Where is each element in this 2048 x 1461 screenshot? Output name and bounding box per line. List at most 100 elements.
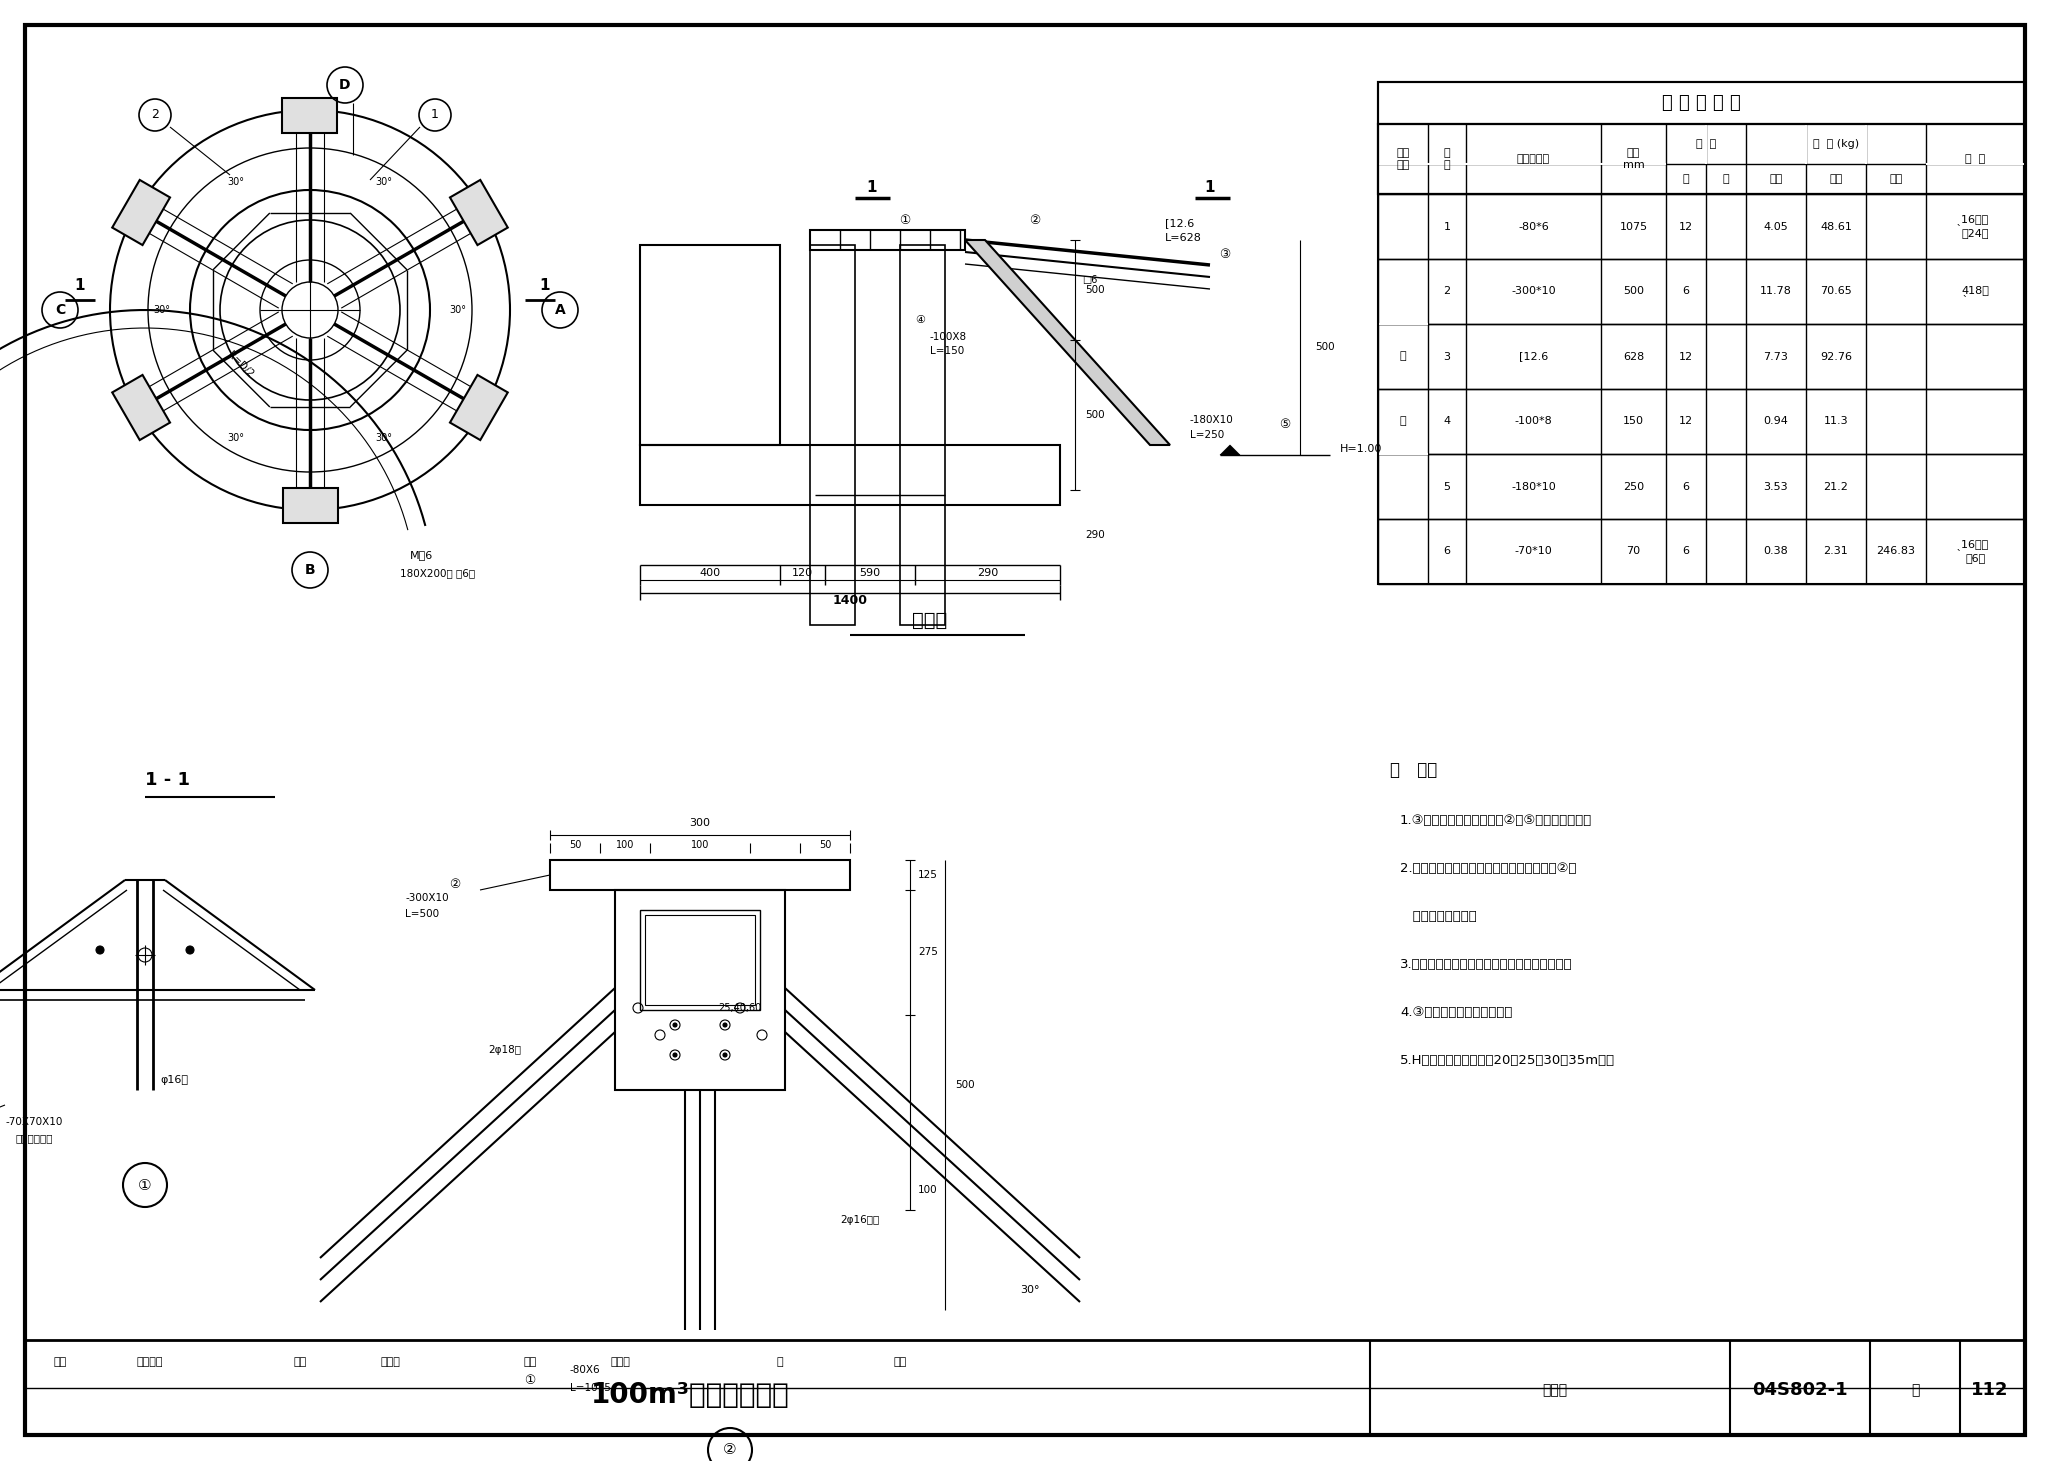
Text: 180X200柱 共6个: 180X200柱 共6个 [399, 568, 475, 579]
Text: 王文清: 王文清 [610, 1357, 631, 1367]
Text: 重  量 (kg): 重 量 (kg) [1812, 139, 1860, 149]
Text: 04S802-1: 04S802-1 [1753, 1381, 1847, 1400]
Text: 反: 反 [1722, 174, 1729, 184]
Polygon shape [113, 180, 170, 245]
Text: 4̖18孔: 4̖18孔 [1962, 286, 1989, 297]
Text: L=250: L=250 [1190, 430, 1225, 440]
Text: 3.水筒座落在支架顶部后，才允许均匀松弄杆。: 3.水筒座落在支架顶部后，才允许均匀松弄杆。 [1401, 957, 1573, 970]
Bar [1378, 124, 2025, 194]
Text: 290: 290 [1085, 530, 1104, 541]
Text: 300: 300 [690, 818, 711, 828]
Text: -300X10: -300X10 [406, 893, 449, 903]
Text: 设计: 设计 [524, 1357, 537, 1367]
Text: 100: 100 [690, 840, 709, 850]
Text: B: B [305, 562, 315, 577]
Text: 150: 150 [1622, 416, 1645, 427]
Text: ④: ④ [915, 316, 926, 324]
Circle shape [674, 1053, 678, 1056]
Text: L=150: L=150 [930, 346, 965, 356]
Text: 4.③之长度中包括一个切角。: 4.③之长度中包括一个切角。 [1401, 1005, 1511, 1018]
Text: 2.31: 2.31 [1823, 546, 1849, 557]
Text: ⑤: ⑤ [1280, 418, 1290, 431]
Text: 250: 250 [1622, 482, 1645, 491]
Text: 21.2: 21.2 [1823, 482, 1849, 491]
Text: C: C [55, 302, 66, 317]
Text: D: D [340, 77, 350, 92]
Text: 50: 50 [819, 840, 831, 850]
Text: 1: 1 [74, 278, 86, 292]
Text: 7.73: 7.73 [1763, 352, 1788, 361]
Text: 6: 6 [1683, 546, 1690, 557]
Text: 1: 1 [541, 278, 551, 292]
Text: 0.94: 0.94 [1763, 416, 1788, 427]
Text: 12: 12 [1679, 352, 1694, 361]
Text: 48.61: 48.61 [1821, 222, 1851, 231]
Text: 125: 125 [918, 869, 938, 880]
Text: 12: 12 [1679, 416, 1694, 427]
Text: 图集号: 图集号 [1542, 1384, 1567, 1397]
Text: 500: 500 [1622, 286, 1645, 297]
Text: 规格或断面: 规格或断面 [1518, 153, 1550, 164]
Bar [551, 861, 850, 890]
Bar [614, 890, 784, 1090]
Text: 1: 1 [1444, 222, 1450, 231]
Text: 30°: 30° [375, 432, 393, 443]
Text: 50: 50 [569, 840, 582, 850]
Circle shape [674, 1023, 678, 1027]
Text: -80*6: -80*6 [1518, 222, 1548, 231]
Text: 400: 400 [700, 568, 721, 579]
Text: L=1075: L=1075 [569, 1384, 610, 1392]
Text: 628: 628 [1622, 352, 1645, 361]
Text: -70*10: -70*10 [1516, 546, 1552, 557]
Text: 6: 6 [1444, 546, 1450, 557]
Text: 30°: 30° [1020, 1286, 1040, 1294]
Text: 100: 100 [918, 1185, 938, 1195]
Text: 4: 4 [1444, 416, 1450, 427]
Text: 11.78: 11.78 [1759, 286, 1792, 297]
Bar [811, 245, 854, 625]
Bar [1378, 389, 2025, 454]
Text: ②: ② [1030, 213, 1040, 226]
Text: 30°: 30° [375, 177, 393, 187]
Text: 阴衡不少: 阴衡不少 [137, 1357, 164, 1367]
Text: 112: 112 [1972, 1381, 2009, 1400]
Text: 120: 120 [793, 568, 813, 579]
Text: 共重: 共重 [1829, 174, 1843, 184]
Bar [1378, 124, 2025, 194]
Text: 25,40,60: 25,40,60 [719, 1004, 762, 1012]
Circle shape [186, 947, 195, 954]
Polygon shape [965, 240, 1169, 446]
Bar [639, 245, 780, 446]
Text: ③: ③ [1219, 248, 1231, 262]
Text: 垫板（中间）: 垫板（中间） [14, 1132, 53, 1143]
Text: 500: 500 [1085, 285, 1104, 295]
Text: 100m³水塔钉支架图: 100m³水塔钉支架图 [590, 1381, 788, 1408]
Text: φ16孔: φ16孔 [160, 1075, 188, 1086]
Text: 92.76: 92.76 [1821, 352, 1851, 361]
Text: ①: ① [899, 213, 911, 226]
Bar [811, 229, 965, 250]
Text: ①: ① [524, 1373, 537, 1386]
Text: □6: □6 [1081, 275, 1098, 285]
Text: 246.83: 246.83 [1876, 546, 1915, 557]
Text: L=500: L=500 [406, 909, 438, 919]
Text: 编
号: 编 号 [1444, 148, 1450, 169]
Circle shape [96, 947, 104, 954]
Text: 500: 500 [1315, 342, 1335, 352]
Text: -300*10: -300*10 [1511, 286, 1556, 297]
Text: 构件
名称: 构件 名称 [1397, 148, 1409, 169]
Polygon shape [1221, 446, 1239, 454]
Text: 5: 5 [1444, 482, 1450, 491]
Bar [1378, 82, 2025, 584]
Text: 1 - 1: 1 - 1 [145, 771, 190, 789]
Text: 30°: 30° [227, 432, 244, 443]
Text: -80X6: -80X6 [569, 1365, 600, 1375]
Text: 校对: 校对 [293, 1357, 307, 1367]
Text: -180*10: -180*10 [1511, 482, 1556, 491]
Text: 11.3: 11.3 [1823, 416, 1847, 427]
Text: ̖16螺栓
刦6个: ̖16螺栓 刦6个 [1962, 541, 1989, 562]
Text: 6: 6 [1683, 482, 1690, 491]
Text: 备  注: 备 注 [1966, 153, 1987, 164]
Text: 2: 2 [1444, 286, 1450, 297]
Text: ②: ② [723, 1442, 737, 1458]
